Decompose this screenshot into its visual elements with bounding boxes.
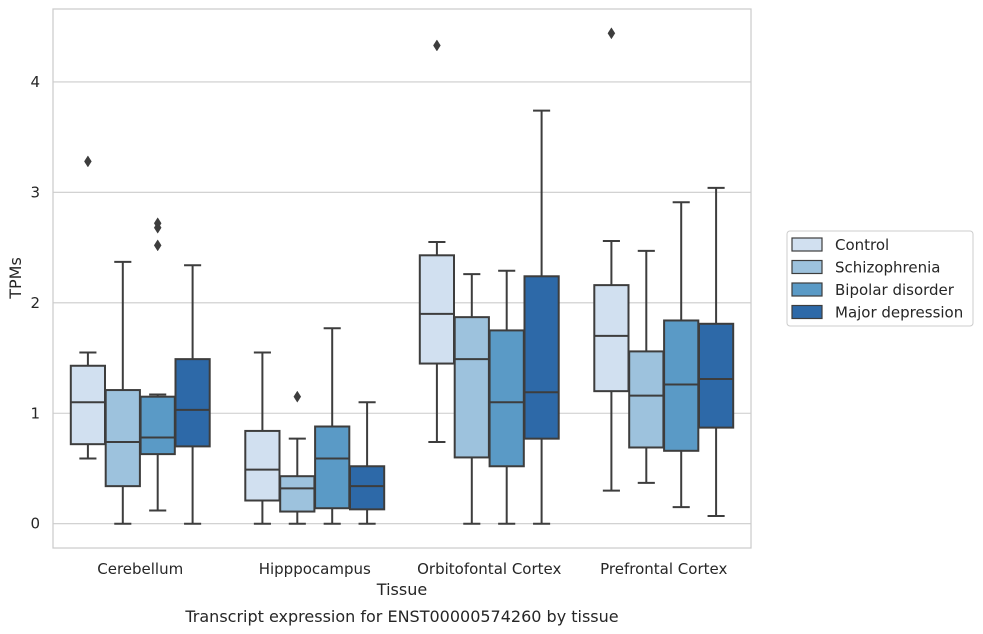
- box-body: [593, 284, 630, 393]
- legend-entry: Control: [835, 236, 889, 254]
- box-2-1: [453, 273, 490, 525]
- box-body: [453, 316, 490, 459]
- box-body: [523, 275, 560, 440]
- y-tick-label: 3: [30, 183, 40, 201]
- box-body: [418, 254, 456, 365]
- outlier-point: [84, 155, 92, 168]
- legend-swatch: [791, 304, 823, 320]
- outlier-point: [433, 39, 441, 52]
- outlier-point: [153, 217, 162, 230]
- x-tick-label: Hipppocampus: [259, 560, 371, 578]
- box-body: [348, 465, 386, 511]
- y-tick-label: 2: [30, 294, 40, 312]
- legend-entry: Major depression: [835, 304, 963, 322]
- outlier-point: [293, 390, 302, 403]
- legend-entry: Schizophrenia: [835, 259, 940, 277]
- legend-swatch: [791, 282, 823, 297]
- x-tick-label: Orbitofontal Cortex: [417, 560, 561, 578]
- y-tick-label: 1: [30, 404, 40, 422]
- y-axis-label: TPMs: [6, 257, 25, 300]
- legend-entry: Bipolar disorder: [835, 281, 955, 299]
- legend-swatch: [791, 237, 823, 252]
- y-tick-label: 0: [30, 515, 40, 533]
- y-tick-label: 4: [30, 73, 40, 91]
- y-axis-ticks: 0 1 2 3 4: [30, 73, 40, 533]
- box-1-0: [244, 351, 281, 525]
- box-body: [314, 425, 351, 510]
- outlier-point: [153, 239, 162, 252]
- legend: Control Schizophrenia Bipolar disorder Majo…: [786, 230, 974, 327]
- outlier-point: [607, 27, 616, 40]
- boxes: [69, 27, 735, 525]
- box-3-1: [628, 249, 665, 484]
- x-axis-label: Tissue: [376, 580, 427, 599]
- box-3-2: [663, 201, 700, 509]
- box-body: [628, 350, 665, 449]
- box-3-3: [697, 186, 735, 517]
- x-tick-label: Cerebellum: [97, 560, 183, 578]
- box-3-0: [593, 27, 630, 492]
- box-0-3: [174, 264, 211, 525]
- box-2-0: [418, 39, 456, 443]
- x-tick-label: Prefrontal Cortex: [600, 560, 727, 578]
- chart-caption: Transcript expression for ENST0000057426…: [184, 607, 618, 626]
- box-2-2: [488, 269, 525, 525]
- box-0-2: [139, 217, 176, 512]
- box-1-3: [348, 401, 386, 525]
- box-body: [697, 322, 735, 429]
- box-body: [244, 429, 281, 502]
- box-0-0: [69, 155, 107, 460]
- plot-frame: [52, 8, 752, 549]
- legend-swatch: [791, 259, 823, 275]
- box-body: [279, 475, 316, 513]
- box-1-1: [279, 390, 316, 525]
- x-axis-ticks: Cerebellum Hipppocampus Orbitofontal Corte…: [97, 560, 727, 578]
- box-body: [174, 358, 211, 448]
- box-body: [104, 389, 141, 488]
- box-body: [488, 329, 525, 468]
- box-body: [139, 395, 176, 456]
- box-1-2: [314, 327, 351, 525]
- box-0-1: [104, 260, 141, 525]
- legend-frame: [786, 230, 974, 327]
- box-body: [663, 319, 700, 452]
- box-body: [69, 364, 107, 446]
- box-2-3: [523, 109, 560, 525]
